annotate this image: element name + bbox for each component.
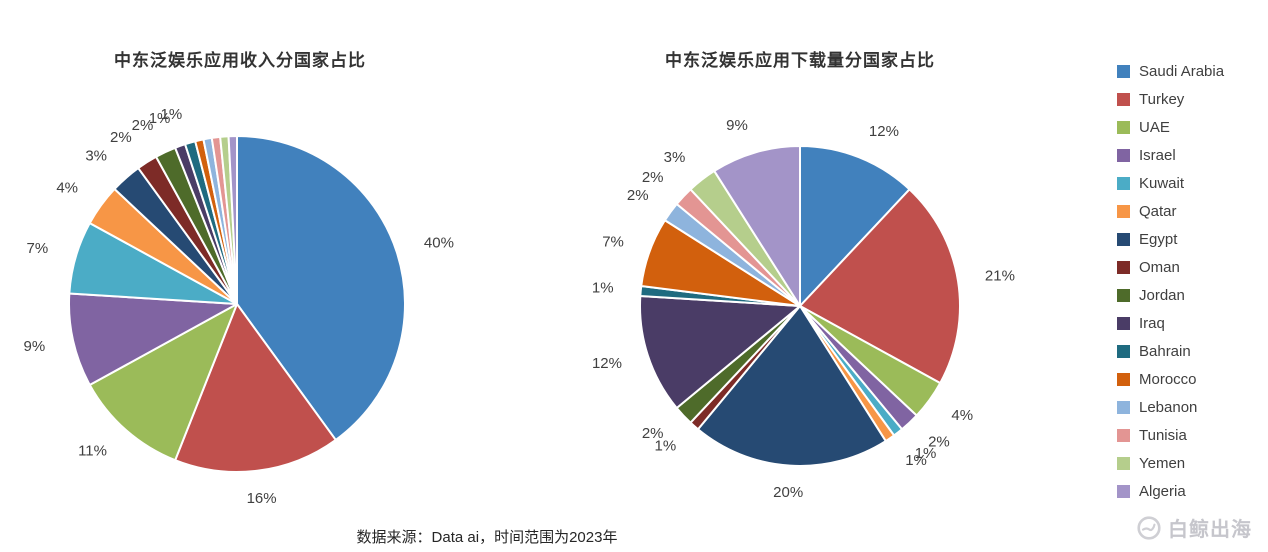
pie-label-jordan: 2% bbox=[642, 425, 664, 442]
legend-swatch bbox=[1117, 316, 1130, 330]
pie-slice-algeria bbox=[227, 135, 238, 305]
pie-slice-uae bbox=[88, 303, 238, 462]
pie-slice-turkey bbox=[174, 303, 337, 473]
pie-label-tunisia: 2% bbox=[642, 169, 664, 186]
legend-swatch bbox=[1117, 120, 1130, 134]
pie-label-oman: 2% bbox=[110, 129, 132, 146]
legend-swatch bbox=[1117, 92, 1130, 106]
legend-label: Yemen bbox=[1139, 454, 1186, 472]
legend-swatch bbox=[1117, 148, 1130, 162]
legend-label: Saudi Arabia bbox=[1139, 62, 1225, 80]
pie-label-egypt: 20% bbox=[773, 484, 803, 501]
legend-item-iraq: Iraq bbox=[1117, 309, 1224, 337]
legend-item-morocco: Morocco bbox=[1117, 365, 1224, 393]
pie-label-saudi-arabia: 40% bbox=[424, 234, 454, 251]
legend-swatch bbox=[1117, 344, 1130, 358]
legend-label: Turkey bbox=[1139, 90, 1185, 108]
pie-label-bahrain: 1% bbox=[161, 106, 183, 123]
pie-slice-algeria bbox=[713, 145, 801, 307]
legend-item-israel: Israel bbox=[1117, 141, 1224, 169]
legend-item-yemen: Yemen bbox=[1117, 449, 1224, 477]
legend-item-saudi-arabia: Saudi Arabia bbox=[1117, 57, 1224, 85]
legend-item-jordan: Jordan bbox=[1117, 281, 1224, 309]
pie-slice-egypt bbox=[697, 305, 887, 467]
pie-label-morocco: 7% bbox=[602, 234, 624, 251]
legend-item-lebanon: Lebanon bbox=[1117, 393, 1224, 421]
pie-label-israel: 2% bbox=[928, 433, 950, 450]
legend: Saudi Arabia Turkey UAE Israel Kuwait Qatar Eg… bbox=[1117, 57, 1224, 505]
legend-swatch bbox=[1117, 260, 1130, 274]
pie-label-egypt: 3% bbox=[85, 148, 107, 165]
pie-label-kuwait: 1% bbox=[915, 445, 937, 462]
legend-label: Algeria bbox=[1139, 482, 1186, 500]
legend-label: Qatar bbox=[1139, 202, 1177, 220]
legend-swatch bbox=[1117, 204, 1130, 218]
pie-slice-turkey bbox=[799, 188, 961, 385]
revenue-chart-title: 中东泛娱乐应用收入分国家占比 bbox=[114, 51, 366, 70]
downloads-pie: 12%21%4%2%1%1%20%1%2%12%1%7%2%2%3%9% bbox=[592, 117, 1015, 501]
pie-label-iraq: 12% bbox=[592, 355, 622, 372]
pie-label-uae: 11% bbox=[78, 442, 107, 459]
pie-label-yemen: 3% bbox=[664, 149, 686, 166]
legend-label: Jordan bbox=[1139, 286, 1185, 304]
pie-label-turkey: 21% bbox=[985, 268, 1015, 285]
pie-slice-saudi-arabia bbox=[799, 145, 911, 307]
downloads-chart-title: 中东泛娱乐应用下载量分国家占比 bbox=[665, 51, 935, 70]
pie-label-israel: 9% bbox=[24, 338, 46, 355]
source-caption: 数据来源：Data ai，时间范围为2023年 bbox=[356, 529, 618, 546]
pie-label-iraq: 1% bbox=[149, 110, 171, 127]
legend-label: Oman bbox=[1139, 258, 1180, 276]
legend-label: Tunisia bbox=[1139, 426, 1187, 444]
pie-slice-saudi-arabia bbox=[236, 135, 406, 441]
legend-label: Kuwait bbox=[1139, 174, 1185, 192]
pie-label-uae: 4% bbox=[951, 407, 973, 424]
legend-label: Israel bbox=[1139, 146, 1176, 164]
legend-swatch bbox=[1117, 428, 1130, 442]
legend-swatch bbox=[1117, 64, 1130, 78]
pie-label-lebanon: 2% bbox=[627, 187, 649, 204]
legend-swatch bbox=[1117, 400, 1130, 414]
legend-swatch bbox=[1117, 484, 1130, 498]
pie-label-jordan: 2% bbox=[132, 117, 154, 134]
legend-item-turkey: Turkey bbox=[1117, 85, 1224, 113]
legend-swatch bbox=[1117, 456, 1130, 470]
legend-swatch bbox=[1117, 372, 1130, 386]
watermark: 白鲸出海 bbox=[1136, 513, 1252, 542]
legend-swatch bbox=[1117, 176, 1130, 190]
legend-swatch bbox=[1117, 288, 1130, 302]
legend-label: Morocco bbox=[1139, 370, 1197, 388]
legend-label: Bahrain bbox=[1139, 342, 1191, 360]
legend-item-tunisia: Tunisia bbox=[1117, 421, 1224, 449]
legend-item-uae: UAE bbox=[1117, 113, 1224, 141]
legend-item-kuwait: Kuwait bbox=[1117, 169, 1224, 197]
pie-label-turkey: 16% bbox=[247, 490, 277, 507]
legend-swatch bbox=[1117, 232, 1130, 246]
pie-slice-israel bbox=[68, 292, 238, 386]
watermark-text: 白鲸出海 bbox=[1168, 519, 1252, 541]
legend-item-egypt: Egypt bbox=[1117, 225, 1224, 253]
pie-label-qatar: 4% bbox=[56, 179, 78, 196]
pie-label-kuwait: 7% bbox=[27, 240, 49, 257]
legend-item-bahrain: Bahrain bbox=[1117, 337, 1224, 365]
pie-slice-iraq bbox=[639, 294, 801, 409]
baijing-whale-logo-icon bbox=[1137, 515, 1161, 540]
legend-item-qatar: Qatar bbox=[1117, 197, 1224, 225]
legend-item-algeria: Algeria bbox=[1117, 477, 1224, 505]
legend-item-oman: Oman bbox=[1117, 253, 1224, 281]
legend-label: Iraq bbox=[1139, 314, 1165, 332]
pie-label-saudi-arabia: 12% bbox=[869, 123, 899, 140]
pie-label-oman: 1% bbox=[655, 437, 677, 454]
pie-label-bahrain: 1% bbox=[592, 279, 614, 296]
legend-label: Egypt bbox=[1139, 230, 1178, 248]
pie-label-qatar: 1% bbox=[905, 452, 927, 469]
revenue-pie: 40%16%11%9%7%4%3%2%2%1%1% bbox=[24, 106, 454, 507]
legend-label: Lebanon bbox=[1139, 398, 1198, 416]
pie-label-algeria: 9% bbox=[726, 117, 748, 134]
legend-label: UAE bbox=[1139, 118, 1170, 136]
